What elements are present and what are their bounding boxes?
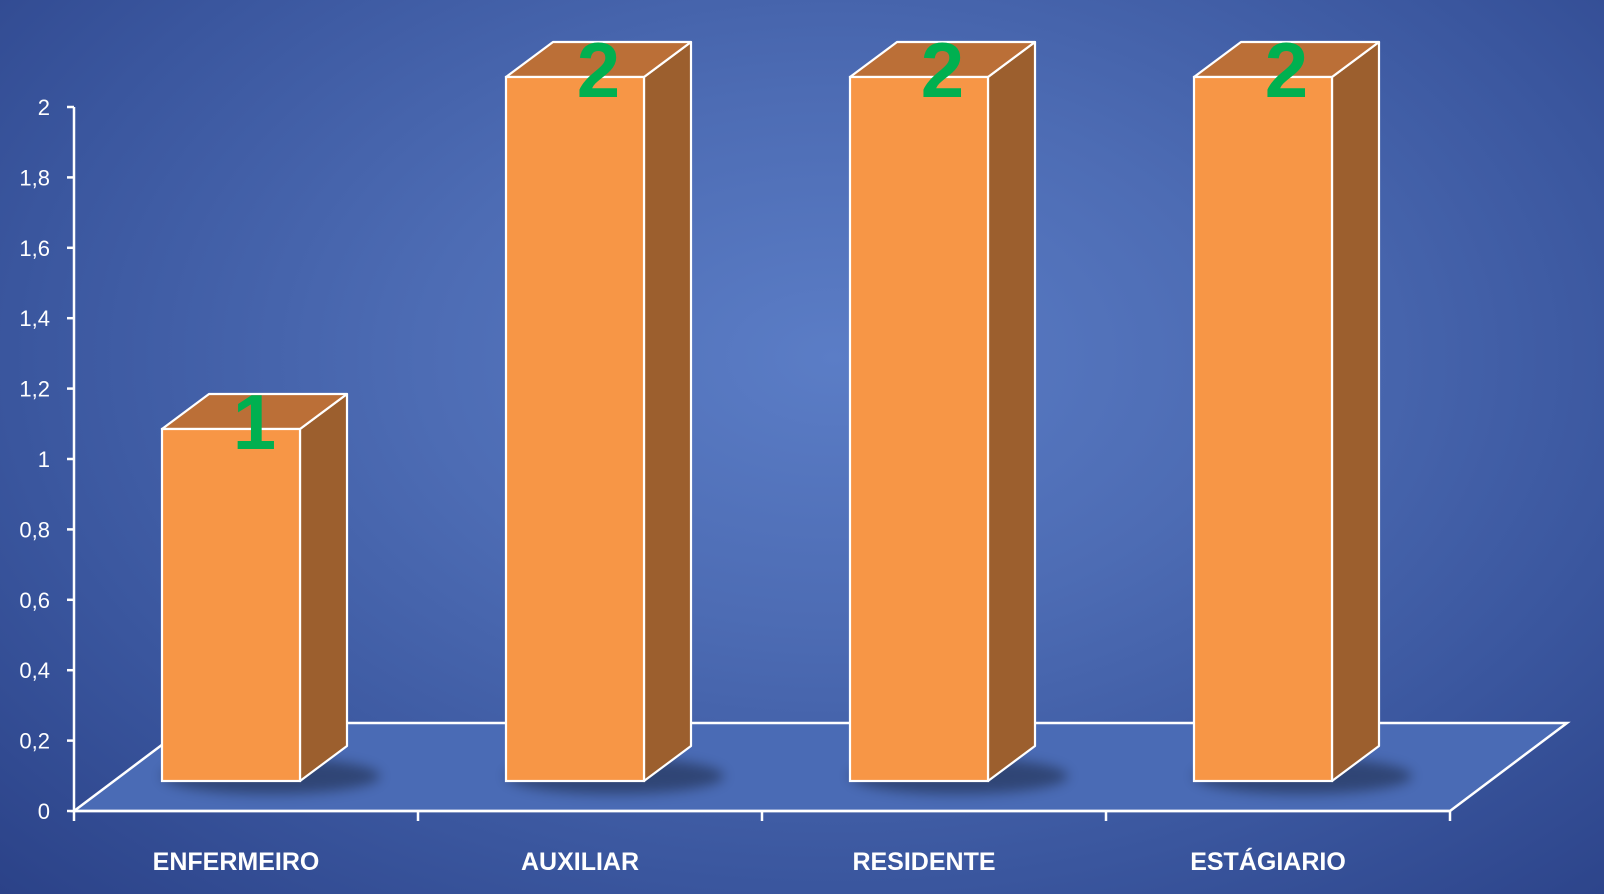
bar-front-face <box>504 75 646 783</box>
bar-side-face <box>986 40 1037 783</box>
y-tick-label: 1,6 <box>19 236 50 261</box>
x-category-label: ESTÁGIARIO <box>1190 847 1346 876</box>
x-category-label: AUXILIAR <box>521 848 639 876</box>
y-tick-label: 0 <box>38 799 50 824</box>
data-label: 2 <box>577 26 620 114</box>
bar-side-face <box>642 40 693 783</box>
bar-enfermeiro <box>160 392 349 783</box>
y-tick-label: 0,4 <box>19 658 50 683</box>
data-label: 2 <box>921 26 964 114</box>
bar-front-face <box>1192 75 1334 783</box>
y-axis: 0 0,2 0,4 0,6 0,8 1 1,2 1,4 1,6 1,8 2 <box>19 95 1452 824</box>
y-tick-label: 1,4 <box>19 306 50 331</box>
y-tick-label: 0,6 <box>19 588 50 613</box>
labels-group: 1 ENFERMEIRO 2 AUXILIAR 2 RESIDENTE 2 ESTÁGIARI… <box>153 26 1346 876</box>
y-tick-label: 0,2 <box>19 729 50 754</box>
bar-front-face <box>848 75 990 783</box>
bar-auxiliar <box>504 40 693 783</box>
y-tick-label: 2 <box>38 95 50 120</box>
y-tick-label: 1,2 <box>19 377 50 402</box>
bar-front-face <box>160 427 302 783</box>
bars-group <box>160 40 1412 794</box>
bar-residente <box>848 40 1037 783</box>
x-category-label: ENFERMEIRO <box>153 848 320 876</box>
data-label: 1 <box>233 378 276 466</box>
y-tick-label: 1,8 <box>19 165 50 190</box>
bar-side-face <box>1330 40 1381 783</box>
bar-side-face <box>298 392 349 783</box>
y-tick-label: 1 <box>38 447 50 472</box>
x-category-label: RESIDENTE <box>852 848 995 876</box>
data-label: 2 <box>1265 26 1308 114</box>
bar-estágiario <box>1192 40 1381 783</box>
y-tick-label: 0,8 <box>19 517 50 542</box>
